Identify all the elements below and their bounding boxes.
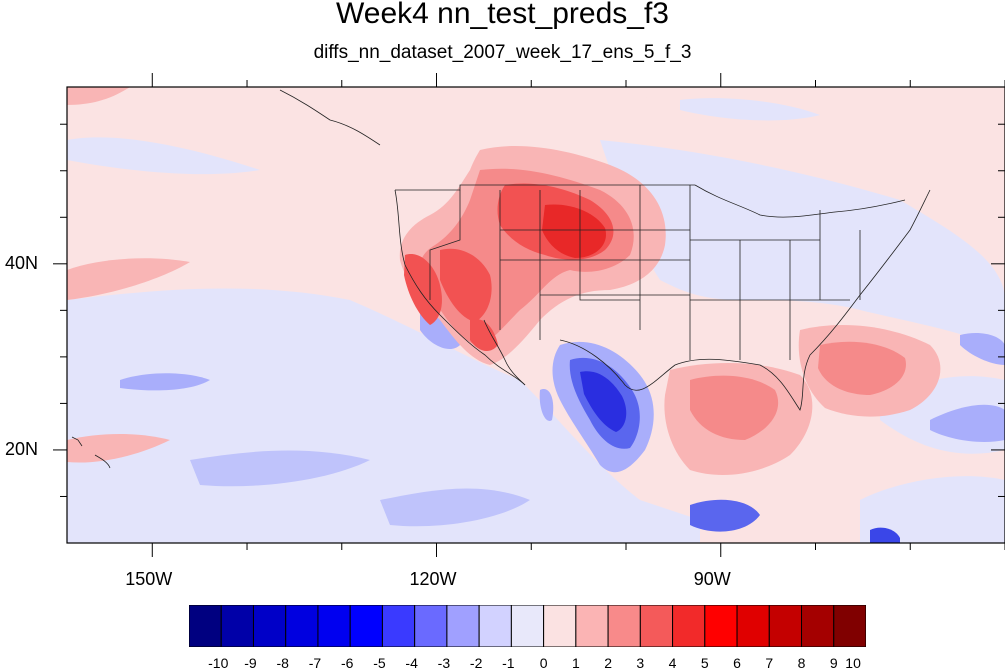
colorbar-label: 5 [700, 655, 709, 671]
colorbar-label: 0 [539, 655, 548, 671]
colorbar-swatch [607, 605, 641, 647]
x-tick-label: 150W [125, 569, 173, 589]
colorbar-swatch [285, 605, 319, 647]
x-tick-label: 120W [409, 569, 457, 589]
colorbar-label: -9 [244, 655, 257, 671]
colorbar-swatch [381, 605, 416, 647]
colorbar-label: -2 [469, 655, 483, 671]
axis-ticks [53, 73, 1005, 557]
colorbar-label: -10 [208, 655, 229, 671]
colorbar-label: -4 [405, 655, 418, 671]
colorbar-label: -5 [373, 655, 386, 671]
colorbar-label: 10 [845, 655, 861, 671]
colorbar-label: -7 [308, 655, 322, 671]
colorbar-swatch [414, 605, 448, 647]
colorbar-label: 2 [604, 655, 612, 671]
colorbar [189, 605, 866, 647]
colorbar-label: 4 [668, 655, 677, 671]
colorbar-label: 9 [829, 655, 838, 671]
colorbar-label: -6 [340, 655, 354, 671]
colorbar-swatch [543, 605, 577, 647]
colorbar-label: 6 [733, 655, 741, 671]
boundary-lines [71, 89, 931, 469]
colorbar-label: -8 [276, 655, 289, 671]
colorbar-swatch [189, 605, 222, 647]
colorbar-swatch [704, 605, 738, 647]
colorbar-swatch [220, 605, 254, 647]
colorbar-swatch [575, 605, 609, 647]
map-title: Week4 nn_test_preds_f3 [335, 0, 669, 30]
colorbar-label: 7 [765, 655, 774, 671]
colorbar-swatch [736, 605, 770, 647]
colorbar-swatch [446, 605, 480, 647]
y-tick-label: 40N [5, 252, 39, 273]
colorbar-label: -1 [502, 655, 515, 671]
colorbar-label: 8 [797, 655, 806, 671]
colorbar-swatch [349, 605, 383, 647]
colorbar-swatch [672, 605, 706, 647]
map-subtitle: diffs_nn_dataset_2007_week_17_ens_5_f_3 [313, 42, 692, 63]
colorbar-swatch [639, 605, 674, 647]
colorbar-swatch [478, 605, 512, 647]
colorbar-swatch [317, 605, 351, 647]
contour-field [67, 87, 1005, 543]
colorbar-swatch [801, 605, 835, 647]
colorbar-swatch [252, 605, 287, 647]
colorbar-swatch [510, 605, 545, 647]
colorbar-swatch [768, 605, 803, 647]
colorbar-label: 3 [636, 655, 645, 671]
plot-frame [66, 86, 1005, 544]
colorbar-swatch [833, 605, 866, 647]
x-tick-label: 90W [693, 569, 731, 589]
y-tick-label: 20N [5, 438, 39, 459]
colorbar-label: 1 [571, 655, 580, 671]
colorbar-label: -3 [437, 655, 451, 671]
